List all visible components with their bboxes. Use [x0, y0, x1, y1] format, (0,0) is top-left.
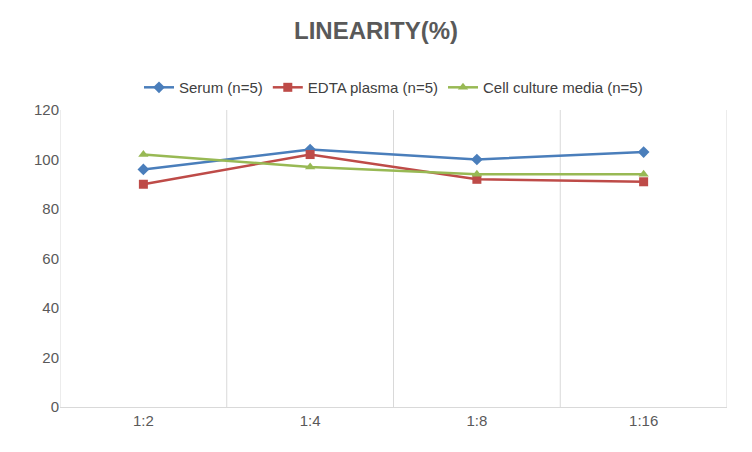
svg-text:Serum (n=5): Serum (n=5) — [179, 79, 263, 96]
svg-text:80: 80 — [42, 200, 59, 217]
svg-text:Cell culture media (n=5): Cell culture media (n=5) — [483, 79, 643, 96]
svg-text:20: 20 — [42, 349, 59, 366]
svg-text:40: 40 — [42, 299, 59, 316]
svg-text:1:4: 1:4 — [300, 412, 321, 429]
svg-text:100: 100 — [34, 151, 59, 168]
svg-text:1:8: 1:8 — [466, 412, 487, 429]
svg-text:0: 0 — [51, 398, 59, 415]
svg-text:120: 120 — [34, 101, 59, 118]
svg-text:60: 60 — [42, 250, 59, 267]
svg-text:1:2: 1:2 — [133, 412, 154, 429]
svg-text:EDTA plasma (n=5): EDTA plasma (n=5) — [308, 79, 438, 96]
svg-text:1:16: 1:16 — [629, 412, 658, 429]
svg-text:LINEARITY(%): LINEARITY(%) — [294, 17, 458, 44]
